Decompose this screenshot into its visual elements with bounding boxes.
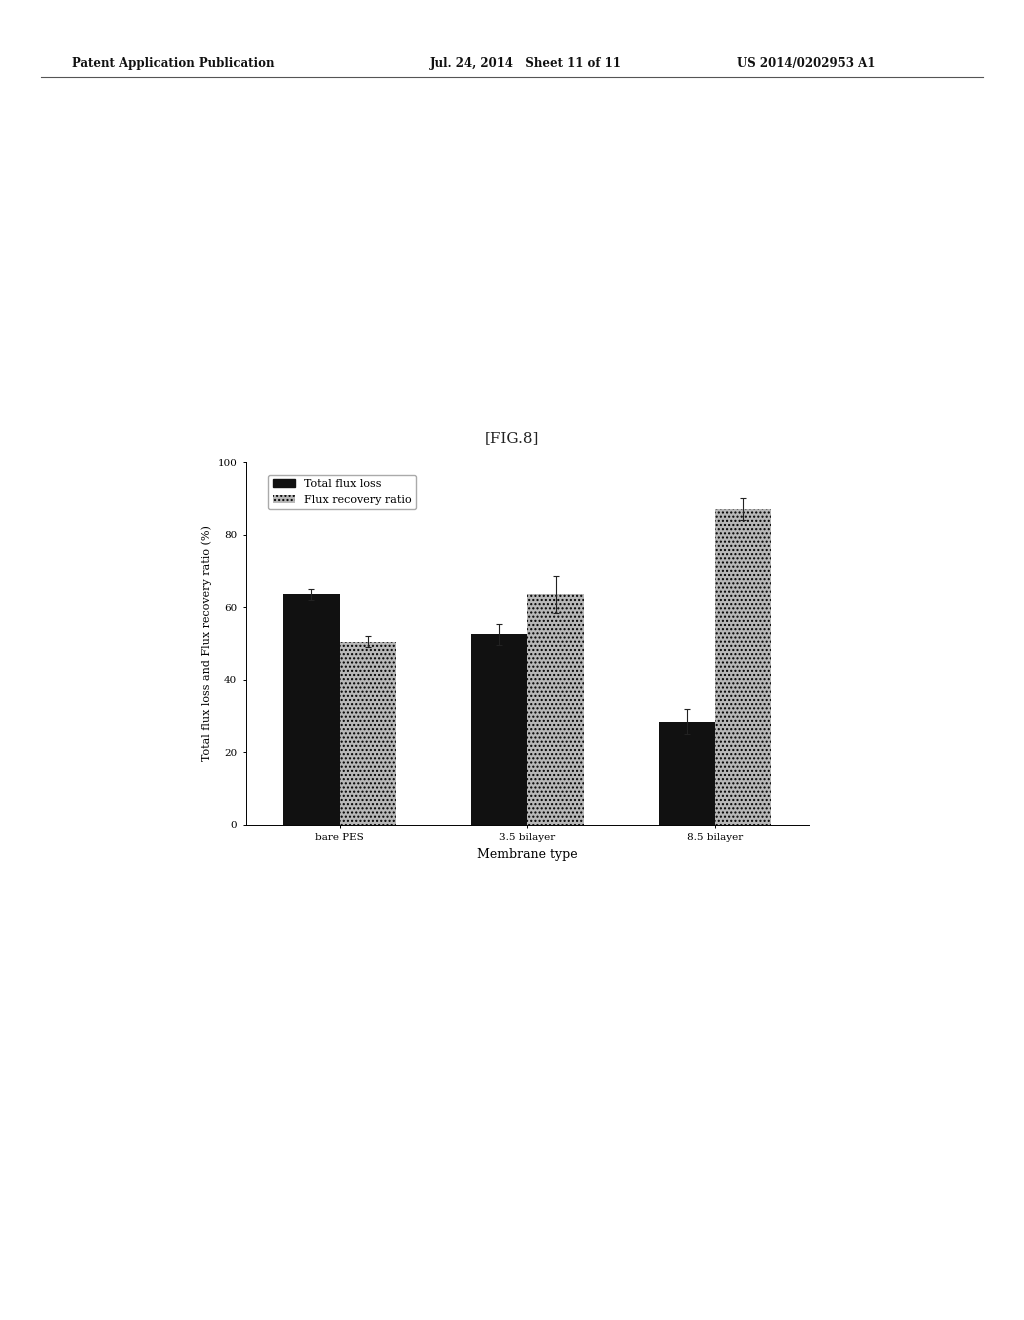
Text: US 2014/0202953 A1: US 2014/0202953 A1 [737, 57, 876, 70]
Bar [471, 635, 527, 825]
Text: [FIG.8]: [FIG.8] [484, 430, 540, 445]
Bar [340, 642, 396, 825]
Bar [715, 510, 771, 825]
Y-axis label: Total flux loss and Flux recovery ratio (%): Total flux loss and Flux recovery ratio … [202, 525, 212, 762]
Bar [284, 594, 340, 825]
Legend: Total flux loss, Flux recovery ratio: Total flux loss, Flux recovery ratio [268, 475, 416, 510]
Bar [658, 722, 715, 825]
X-axis label: Membrane type: Membrane type [477, 847, 578, 861]
Text: Patent Application Publication: Patent Application Publication [72, 57, 274, 70]
Text: Jul. 24, 2014   Sheet 11 of 11: Jul. 24, 2014 Sheet 11 of 11 [430, 57, 622, 70]
Bar [527, 594, 584, 825]
